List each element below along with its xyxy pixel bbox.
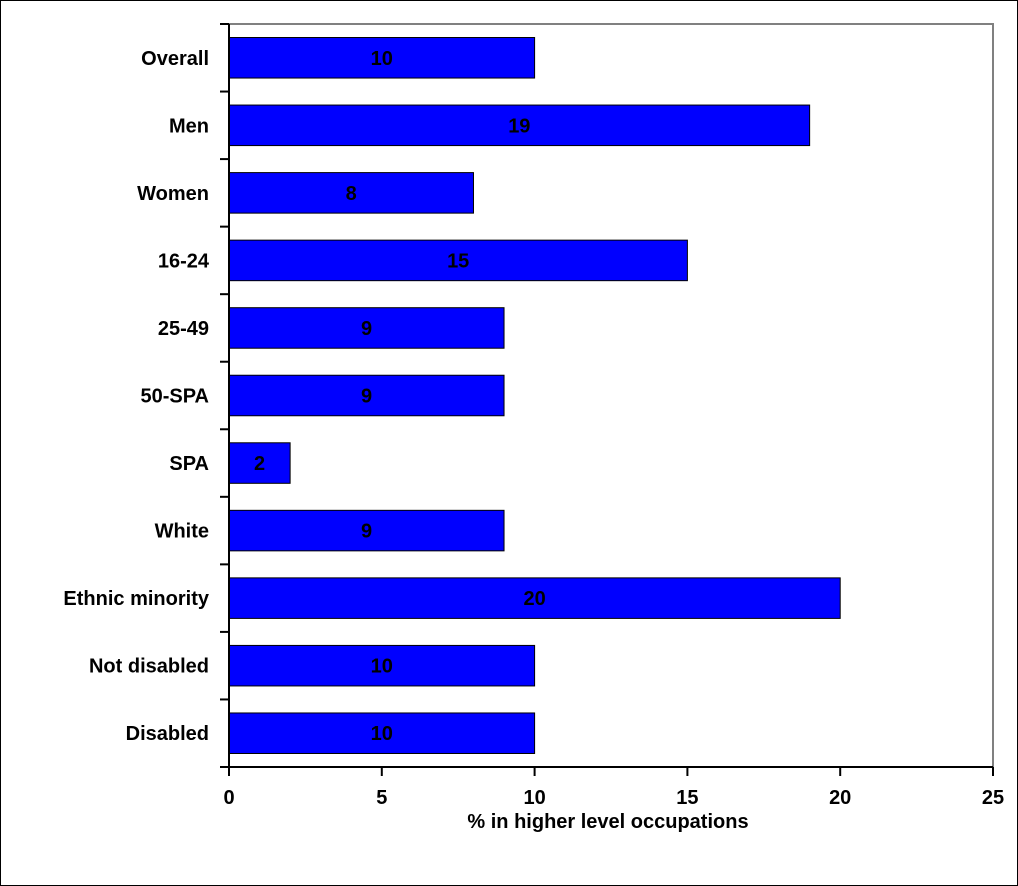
data-label: 8 <box>346 183 357 205</box>
data-label: 10 <box>371 48 393 70</box>
category-label: Overall <box>141 48 209 70</box>
x-axis-title: % in higher level occupations <box>467 811 748 833</box>
data-label: 10 <box>371 723 393 745</box>
category-label: Disabled <box>126 723 209 745</box>
bar <box>228 307 505 349</box>
bar <box>228 374 505 417</box>
data-label: 9 <box>361 318 372 340</box>
x-tick-label: 5 <box>376 787 387 809</box>
bar <box>228 104 811 147</box>
category-label: Women <box>137 183 209 205</box>
category-label: Ethnic minority <box>63 588 209 610</box>
category-label: 25-49 <box>158 318 209 340</box>
data-label: 19 <box>508 115 530 137</box>
category-label: White <box>155 521 209 543</box>
data-label: 20 <box>523 588 545 610</box>
x-tick-label: 0 <box>223 787 234 809</box>
bar <box>228 644 536 687</box>
x-tick-labels-group: 0 5 10 15 20 25 <box>223 787 1004 809</box>
data-label: 9 <box>361 521 372 543</box>
x-tick-label: 25 <box>982 787 1004 809</box>
bar <box>228 239 688 282</box>
bar <box>228 37 536 79</box>
x-tick-label: 20 <box>829 787 851 809</box>
bar <box>228 577 841 619</box>
data-label: 15 <box>447 250 469 272</box>
axes-group <box>220 23 994 776</box>
bar <box>228 172 474 214</box>
category-label: 50-SPA <box>140 386 209 408</box>
category-label: 16-24 <box>158 250 210 272</box>
x-tick-label: 15 <box>676 787 698 809</box>
bar <box>228 712 536 754</box>
data-label: 2 <box>254 453 265 475</box>
data-label: 10 <box>371 656 393 678</box>
data-label: 9 <box>361 386 372 408</box>
x-tick-label: 10 <box>523 787 545 809</box>
category-label: SPA <box>169 453 209 475</box>
data-labels-group: 10 19 8 15 9 9 2 9 20 10 10 <box>254 48 546 745</box>
category-labels-group: Overall Men Women 16-24 25-49 50-SPA SPA White E… <box>63 48 209 745</box>
category-label: Men <box>169 115 209 137</box>
bars-group <box>228 37 841 754</box>
category-label: Not disabled <box>89 656 209 678</box>
